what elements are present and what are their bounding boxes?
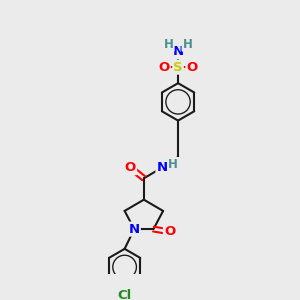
Text: N: N bbox=[172, 45, 184, 58]
Text: H: H bbox=[164, 38, 174, 51]
Text: O: O bbox=[125, 161, 136, 174]
Text: N: N bbox=[157, 161, 168, 174]
Text: H: H bbox=[182, 38, 192, 51]
Text: O: O bbox=[164, 225, 175, 238]
Text: O: O bbox=[186, 61, 198, 74]
Text: S: S bbox=[173, 61, 183, 74]
Text: O: O bbox=[158, 61, 170, 74]
Text: N: N bbox=[129, 223, 140, 236]
Text: Cl: Cl bbox=[118, 289, 132, 300]
Text: H: H bbox=[168, 158, 178, 171]
